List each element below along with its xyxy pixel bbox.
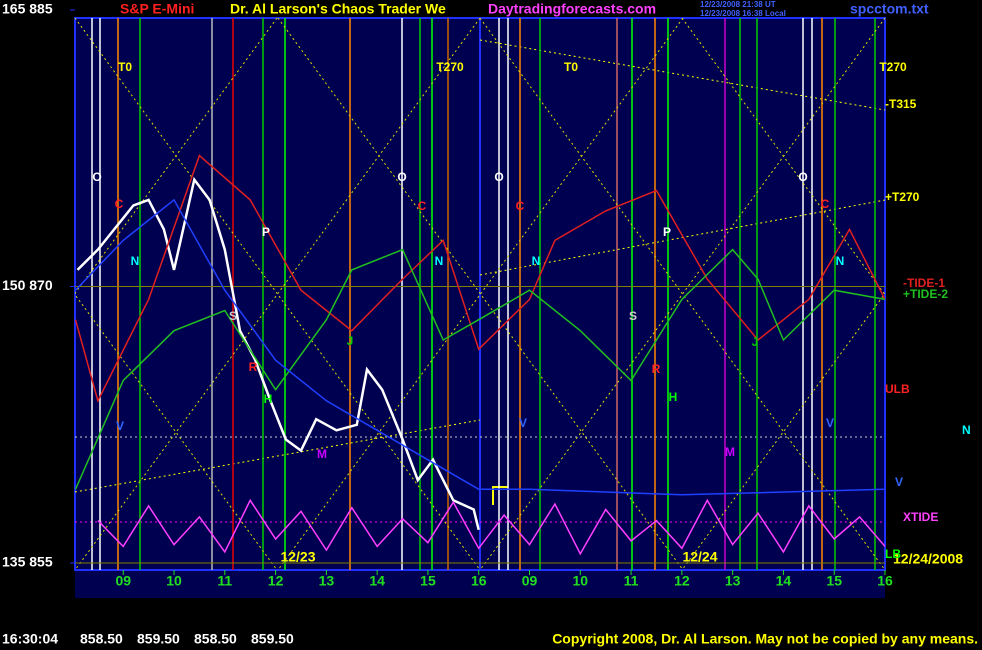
quote-time: 16:30:04 — [2, 631, 58, 647]
file-name: spcctom.txt — [850, 1, 929, 17]
annotation: V — [519, 416, 527, 430]
annotation: H — [264, 392, 273, 406]
lattice-line — [75, 18, 481, 570]
quote-close: 859.50 — [251, 631, 294, 647]
annotation: R — [652, 362, 661, 376]
annotation: C — [418, 199, 427, 213]
annotation: O — [92, 170, 101, 184]
time-ut: 12/23/2008 21:38 UT — [700, 0, 776, 9]
annotation: J — [752, 335, 759, 349]
x-tick-label: 12 — [674, 573, 690, 589]
bracket — [492, 486, 508, 505]
annotation: N — [131, 254, 140, 268]
time-local: 12/23/2008 16:38 Local — [700, 9, 786, 18]
x-tick-label: 15 — [420, 573, 436, 589]
quote-open: 858.50 — [80, 631, 123, 647]
x-tick-label: 13 — [725, 573, 741, 589]
site: Daytradingforecasts.com — [488, 1, 656, 17]
annotation: T270 — [436, 60, 464, 74]
y-tick-label: 150 870 — [2, 277, 53, 293]
lattice-line — [479, 18, 885, 570]
annotation: T0 — [564, 60, 578, 74]
annotation: N — [435, 254, 444, 268]
lattice-line — [479, 18, 885, 570]
x-tick-label: 15 — [826, 573, 842, 589]
series-line — [97, 498, 885, 556]
legend-label: -TIDE-1 — [903, 276, 945, 290]
right-label: -T315 — [885, 97, 917, 111]
symbol: S&P E-Mini — [120, 1, 194, 17]
y-tick-label: 165 885 — [2, 1, 53, 17]
y-tick-label: 135 855 — [2, 554, 53, 570]
title: Dr. Al Larson's Chaos Trader We — [230, 1, 446, 17]
annotation: M — [725, 445, 735, 459]
x-tick-label: 11 — [217, 573, 232, 589]
annotation: O — [798, 170, 807, 184]
annotation: O — [397, 170, 406, 184]
trend-line — [479, 199, 886, 276]
x-tick-label: 13 — [319, 573, 335, 589]
annotation: T0 — [118, 60, 132, 74]
x-tick-label: 14 — [369, 573, 385, 589]
x-tick-label: 14 — [776, 573, 792, 589]
date-label: 12/23 — [280, 549, 315, 565]
right-label: ULB — [885, 382, 910, 396]
series-line — [75, 198, 885, 496]
quote-high: 859.50 — [137, 631, 180, 647]
annotation: T270 — [879, 60, 907, 74]
annotation: P — [262, 225, 270, 239]
annotation: V — [826, 416, 834, 430]
trend-line — [74, 419, 481, 493]
lattice-line — [277, 18, 684, 570]
x-tick-label: 09 — [522, 573, 538, 589]
annotation: R — [249, 360, 258, 374]
annotation: C — [516, 199, 525, 213]
lattice-line — [681, 292, 885, 570]
series-line — [75, 248, 885, 490]
annotation: J — [347, 334, 354, 348]
right-label: LB — [885, 547, 901, 561]
annotation: N — [836, 254, 845, 268]
annotation: C — [115, 197, 124, 211]
annotation: O — [494, 170, 503, 184]
annotation: C — [821, 197, 830, 211]
x-tick-label: 09 — [115, 573, 131, 589]
layout-lines — [75, 18, 885, 570]
annotation: N — [532, 254, 541, 268]
right-label: +T270 — [885, 190, 920, 204]
annotation: H — [669, 390, 678, 404]
annotation: M — [317, 447, 327, 461]
x-tick-label: 16 — [877, 573, 893, 589]
annotation: S — [629, 309, 637, 323]
x-tick-label: 16 — [471, 573, 487, 589]
x-tick-label: 12 — [268, 573, 284, 589]
legend-label: +TIDE-2 — [903, 287, 948, 301]
series-line — [76, 176, 480, 531]
right-label: V — [895, 475, 903, 489]
copyright: Copyright 2008, Dr. Al Larson. May not b… — [552, 631, 978, 647]
x-tick-label: 10 — [573, 573, 589, 589]
date-label: 12/24/2008 — [893, 551, 963, 567]
annotation: V — [116, 419, 124, 433]
annotation: P — [663, 225, 671, 239]
quote-low: 858.50 — [194, 631, 237, 647]
trend-line — [479, 39, 886, 111]
lattice-line — [75, 293, 278, 570]
date-label: 12/24 — [682, 549, 717, 565]
right-label: N — [962, 423, 971, 437]
series-line — [75, 154, 885, 403]
legend-label: XTIDE — [903, 510, 938, 524]
annotation: S — [229, 309, 237, 323]
x-tick-label: 11 — [624, 573, 639, 589]
lattice-line — [277, 18, 684, 570]
lattice-line — [75, 18, 481, 570]
x-tick-label: 10 — [166, 573, 182, 589]
